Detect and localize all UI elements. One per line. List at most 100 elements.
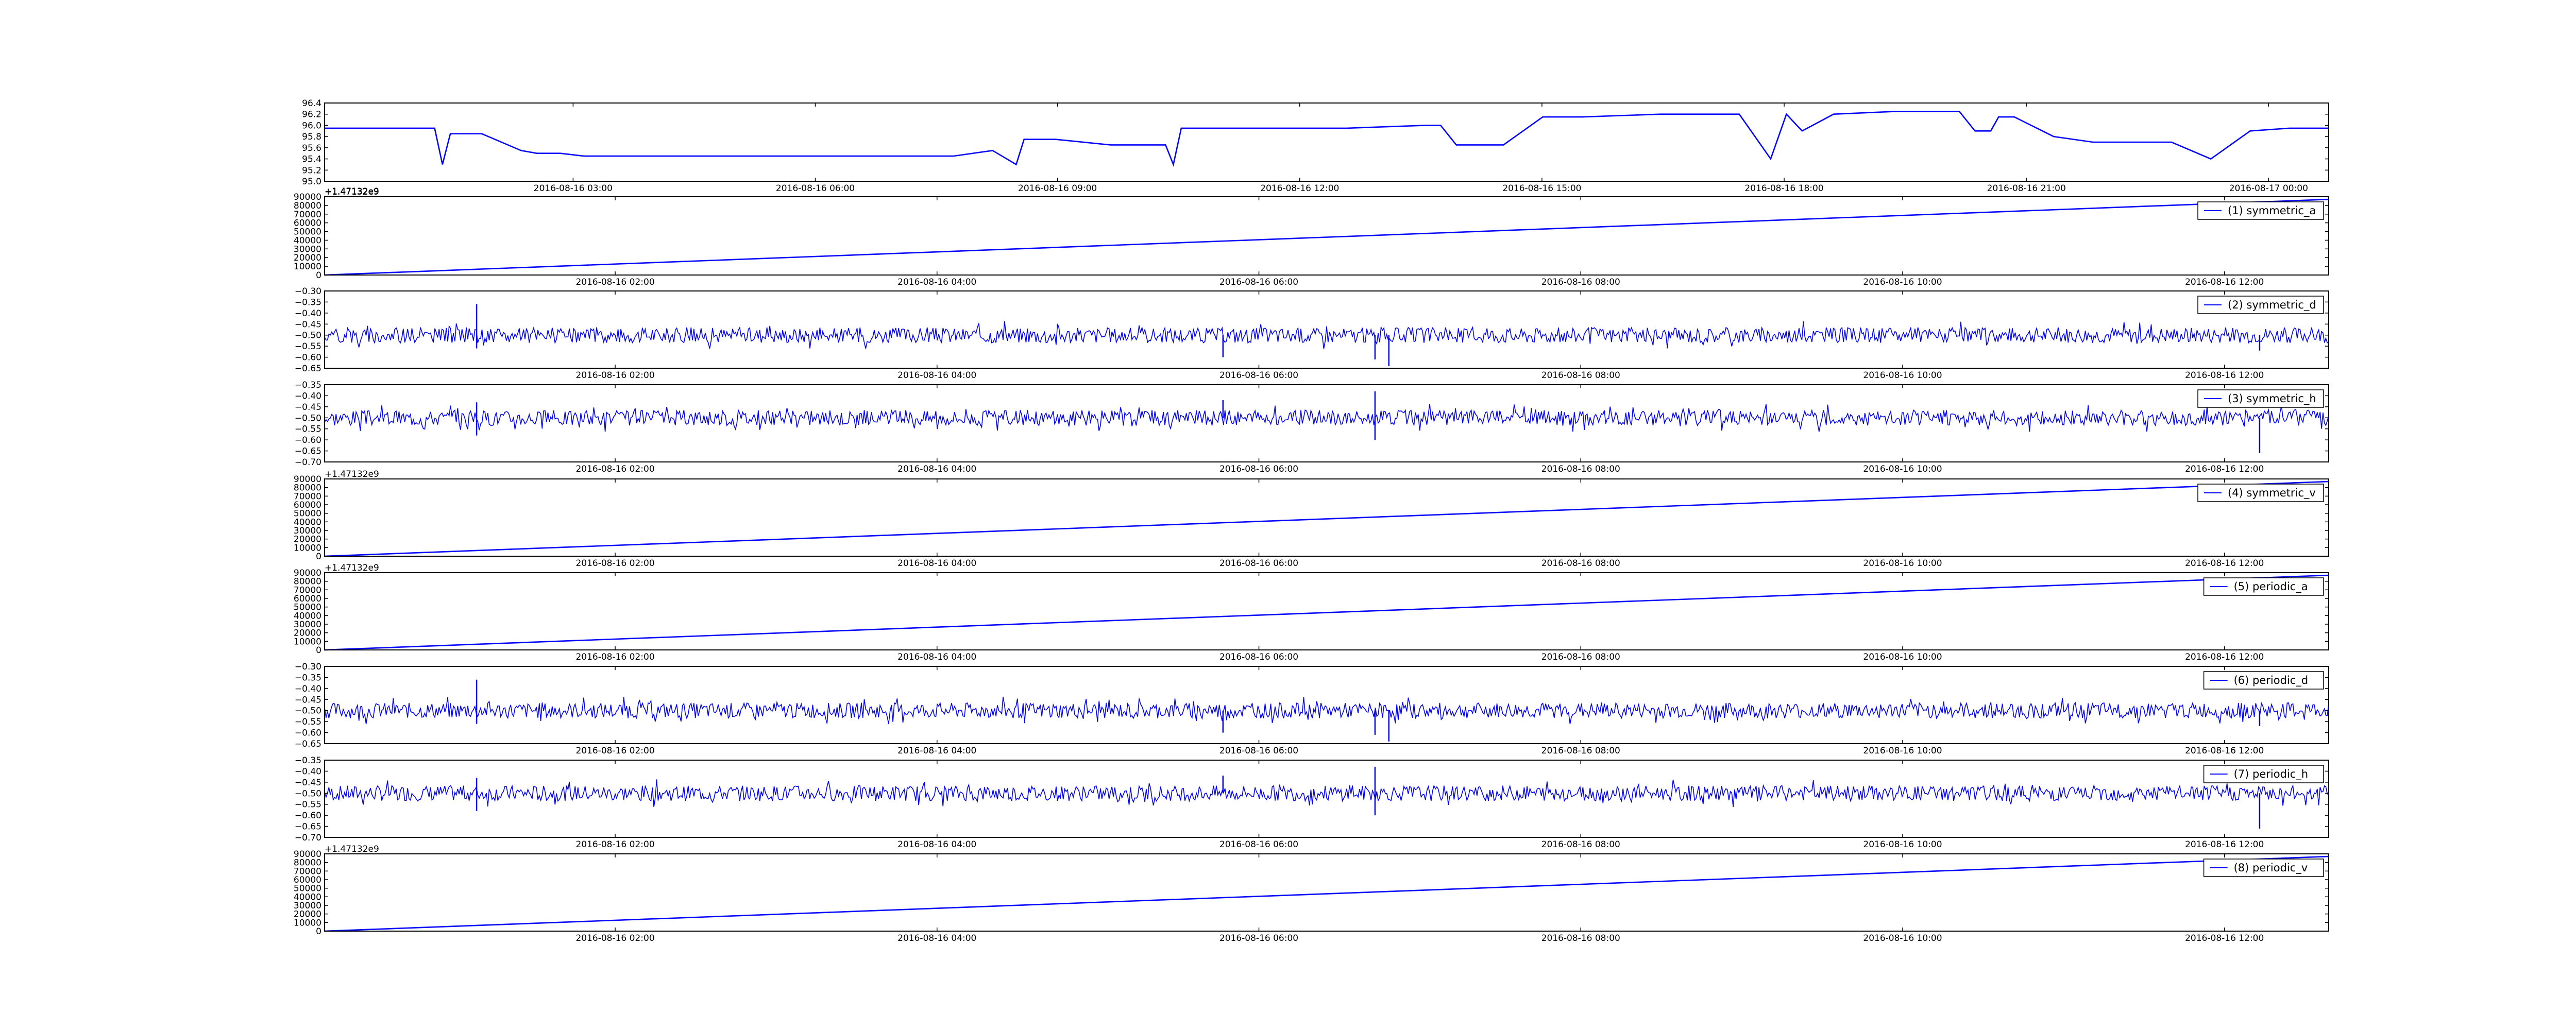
y-tick-label: 10000 — [294, 543, 321, 553]
y-tick-label: 96.2 — [302, 110, 321, 120]
x-tick-label: 2016-08-16 08:00 — [1541, 370, 1620, 381]
y-tick-label: −0.40 — [295, 684, 321, 694]
x-tick-label: 2016-08-16 12:00 — [2185, 370, 2264, 381]
x-tick-label: 2016-08-16 12:00 — [2185, 464, 2264, 474]
y-tick-label: −0.50 — [295, 413, 321, 423]
y-tick-label: 40000 — [294, 611, 321, 621]
x-tick-label: 2016-08-16 12:00 — [2185, 933, 2264, 943]
y-tick-label: 0 — [316, 270, 321, 281]
y-tick-label: 30000 — [294, 526, 321, 536]
axes-frame — [324, 478, 2329, 557]
x-tick-label: 2016-08-16 02:00 — [575, 558, 654, 569]
y-tick-label: 70000 — [294, 210, 321, 220]
y-tick-label: 40000 — [294, 892, 321, 902]
y-tick-label: 80000 — [294, 483, 321, 493]
subplot-1: 95.095.295.495.695.896.096.296.4 2016-08-… — [302, 98, 2329, 197]
axes-frame — [324, 290, 2329, 369]
y-tick-label: −0.65 — [295, 822, 321, 832]
y-tick-label: 0 — [316, 645, 321, 656]
x-tick-label: 2016-08-16 08:00 — [1541, 277, 1620, 287]
x-tick-label: 2016-08-16 04:00 — [897, 558, 976, 569]
y-tick-label: −0.50 — [295, 788, 321, 799]
x-tick-label: 2016-08-16 06:00 — [1219, 746, 1298, 756]
legend-label: (7) periodic_h — [2234, 768, 2309, 781]
x-tick-label: 2016-08-16 06:00 — [1219, 933, 1298, 943]
x-offset-label: +1.47132e9 — [325, 186, 379, 197]
y-tick-label: −0.65 — [295, 739, 321, 749]
axes-frame — [324, 572, 2329, 650]
series-line — [324, 696, 2329, 725]
x-tick-label: 2016-08-16 04:00 — [897, 652, 976, 662]
x-tick-label: 2016-08-16 04:00 — [897, 839, 976, 850]
x-tick-label: 2016-08-16 12:00 — [2185, 277, 2264, 287]
y-tick-label: −0.60 — [295, 728, 321, 739]
legend-label: (3) symmetric_h — [2228, 392, 2316, 405]
x-tick-label: 2016-08-16 06:00 — [1219, 558, 1298, 569]
x-tick-label: 2016-08-16 10:00 — [1863, 933, 1942, 943]
x-tick-label: 2016-08-16 12:00 — [1260, 183, 1339, 194]
y-tick-label: 10000 — [294, 637, 321, 647]
x-tick-label: 2016-08-16 12:00 — [2185, 652, 2264, 662]
x-tick-label: 2016-08-16 12:00 — [2185, 839, 2264, 850]
x-tick-label: 2016-08-16 06:00 — [776, 183, 855, 194]
x-tick-label: 2016-08-16 08:00 — [1541, 652, 1620, 662]
y-tick-label: 80000 — [294, 201, 321, 211]
y-tick-label: −0.65 — [295, 364, 321, 374]
x-tick-label: 2016-08-16 06:00 — [1219, 652, 1298, 662]
y-tick-label: 50000 — [294, 603, 321, 613]
y-tick-label: 20000 — [294, 535, 321, 545]
legend-label: (4) symmetric_v — [2228, 487, 2316, 500]
x-tick-label: 2016-08-16 08:00 — [1541, 839, 1620, 850]
y-tick-label: −0.60 — [295, 435, 321, 445]
y-tick-label: −0.30 — [295, 662, 321, 672]
y-tick-label: −0.45 — [295, 695, 321, 705]
x-tick-label: 2016-08-16 08:00 — [1541, 746, 1620, 756]
x-tick-label: 2016-08-17 00:00 — [2229, 183, 2308, 194]
axes-frame — [324, 196, 2329, 276]
subplot-4: −0.70−0.65 −0.60−0.55−0.50−0.45−0.40−0.35… — [295, 380, 2329, 474]
y-tick-label: 90000 — [294, 474, 321, 485]
y-tick-label: 95.0 — [302, 177, 321, 187]
y-tick-label: 60000 — [294, 594, 321, 604]
x-tick-label: 2016-08-16 12:00 — [2185, 558, 2264, 569]
subplot-9: 0100002000030000400005000060000700008000… — [294, 844, 2329, 943]
x-tick-label: 2016-08-16 10:00 — [1863, 558, 1942, 569]
x-tick-label: 2016-08-16 03:00 — [534, 183, 613, 194]
y-tick-label: 95.2 — [302, 165, 321, 176]
x-tick-label: 2016-08-16 10:00 — [1863, 839, 1942, 850]
y-tick-label: 50000 — [294, 509, 321, 519]
x-tick-label: 2016-08-16 10:00 — [1863, 746, 1942, 756]
x-tick-label: 2016-08-16 04:00 — [897, 277, 976, 287]
y-tick-label: 10000 — [294, 918, 321, 928]
y-tick-label: 40000 — [294, 517, 321, 527]
y-tick-label: −0.65 — [295, 447, 321, 457]
x-tick-label: 2016-08-16 21:00 — [1987, 183, 2066, 194]
axes-frame — [324, 102, 2329, 182]
y-tick-label: −0.50 — [295, 331, 321, 341]
legend-label: (5) periodic_a — [2234, 580, 2308, 593]
subplot-3: −0.65−0.60−0.55−0.50−0.45−0.40−0.35−0.30… — [295, 286, 2329, 381]
y-tick-label: 30000 — [294, 244, 321, 254]
x-tick-label: 2016-08-16 06:00 — [1219, 370, 1298, 381]
x-tick-label: 2016-08-16 02:00 — [575, 839, 654, 850]
y-tick-label: −0.70 — [295, 457, 321, 468]
y-tick-label: 20000 — [294, 253, 321, 263]
legend-label: (8) periodic_v — [2234, 862, 2308, 874]
y-tick-label: −0.55 — [295, 341, 321, 352]
y-tick-label: 90000 — [294, 568, 321, 578]
y-tick-label: −0.35 — [295, 297, 321, 307]
y-tick-label: 96.0 — [302, 121, 321, 131]
y-tick-label: 50000 — [294, 227, 321, 237]
x-tick-label: 2016-08-16 10:00 — [1863, 652, 1942, 662]
y-tick-label: −0.45 — [295, 319, 321, 330]
y-tick-label: −0.35 — [295, 673, 321, 683]
y-tick-label: −0.55 — [295, 424, 321, 435]
y-tick-label: −0.40 — [295, 391, 321, 401]
x-tick-label: 2016-08-16 04:00 — [897, 933, 976, 943]
y-tick-label: 10000 — [294, 262, 321, 272]
x-tick-label: 2016-08-16 04:00 — [897, 464, 976, 474]
x-tick-label: 2016-08-16 04:00 — [897, 746, 976, 756]
y-tick-label: −0.45 — [295, 778, 321, 788]
y-tick-label: 80000 — [294, 577, 321, 587]
